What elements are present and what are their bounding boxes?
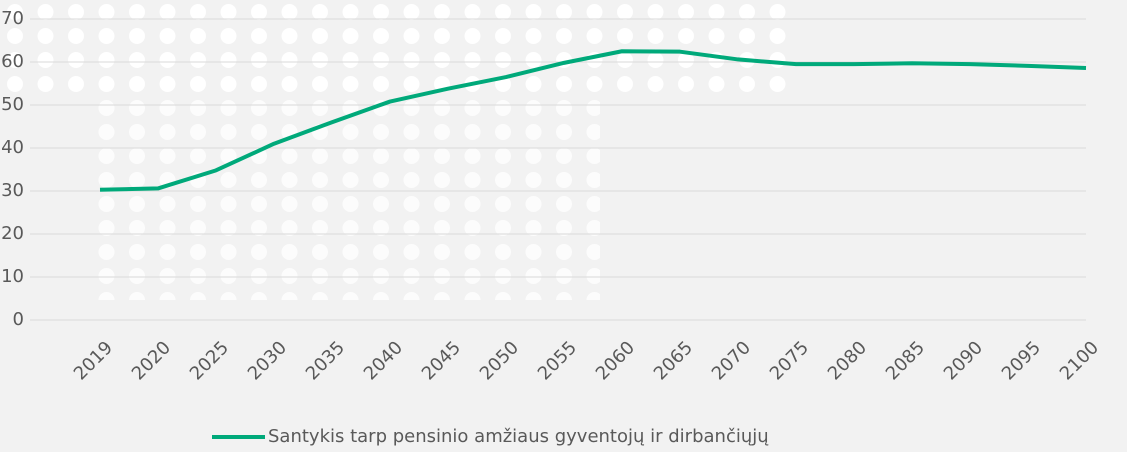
x-tick-label: 2020 [128,337,175,384]
x-tick-label: 2070 [708,337,755,384]
x-tick-label: 2040 [360,337,407,384]
y-tick-label: 40 [1,137,24,158]
x-tick-label: 2075 [766,337,813,384]
chart: 0102030405060702019202020252030203520402… [0,0,1127,452]
y-tick-label: 0 [13,309,24,330]
x-tick-label: 2100 [1056,337,1103,384]
x-tick-label: 2035 [302,337,349,384]
x-tick-label: 2065 [650,337,697,384]
background-dots [90,95,600,300]
y-tick-label: 10 [1,266,24,287]
x-tick-label: 2019 [70,337,117,384]
x-tick-label: 2050 [476,337,523,384]
y-tick-label: 70 [1,8,24,29]
y-tick-label: 30 [1,180,24,201]
background-dots [0,0,800,95]
x-tick-label: 2090 [940,337,987,384]
x-tick-label: 2085 [882,337,929,384]
x-tick-label: 2045 [418,337,465,384]
x-tick-label: 2060 [592,337,639,384]
legend-label: Santykis tarp pensinio amžiaus gyventojų… [268,426,769,447]
x-tick-label: 2080 [824,337,871,384]
y-tick-label: 20 [1,223,24,244]
y-tick-label: 60 [1,51,24,72]
x-tick-label: 2095 [998,337,1045,384]
x-tick-label: 2025 [186,337,233,384]
y-tick-label: 50 [1,94,24,115]
x-tick-label: 2030 [244,337,291,384]
x-tick-label: 2055 [534,337,581,384]
page: {"chart_data": {"type": "line", "categor… [0,0,1127,452]
